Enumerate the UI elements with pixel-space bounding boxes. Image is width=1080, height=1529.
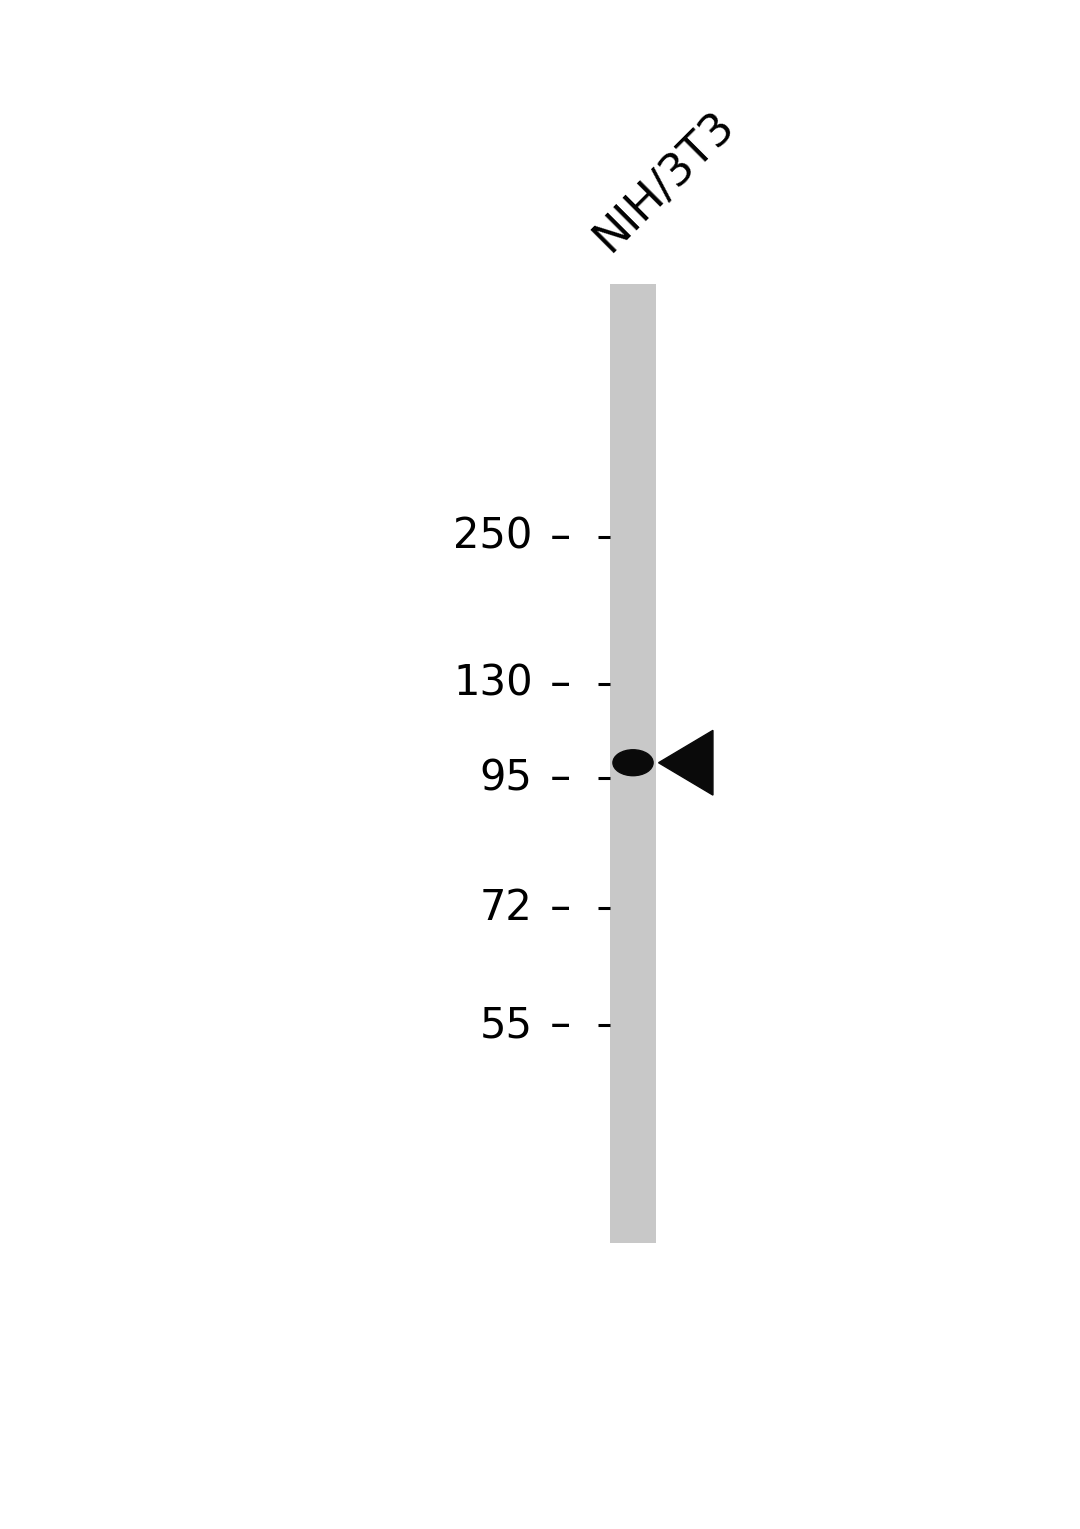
Text: –: – xyxy=(537,887,570,928)
Text: –: – xyxy=(537,757,570,800)
Text: NIH/3T3: NIH/3T3 xyxy=(585,102,743,260)
Text: 95: 95 xyxy=(480,757,532,800)
Ellipse shape xyxy=(613,749,653,775)
Text: 130: 130 xyxy=(453,664,532,705)
Text: 250: 250 xyxy=(454,515,532,558)
Text: 72: 72 xyxy=(480,887,532,928)
Text: 55: 55 xyxy=(480,1005,532,1046)
Text: –: – xyxy=(537,664,570,705)
Polygon shape xyxy=(659,731,713,795)
Bar xyxy=(610,283,656,1243)
Text: –: – xyxy=(537,515,570,558)
Text: –: – xyxy=(537,1005,570,1046)
